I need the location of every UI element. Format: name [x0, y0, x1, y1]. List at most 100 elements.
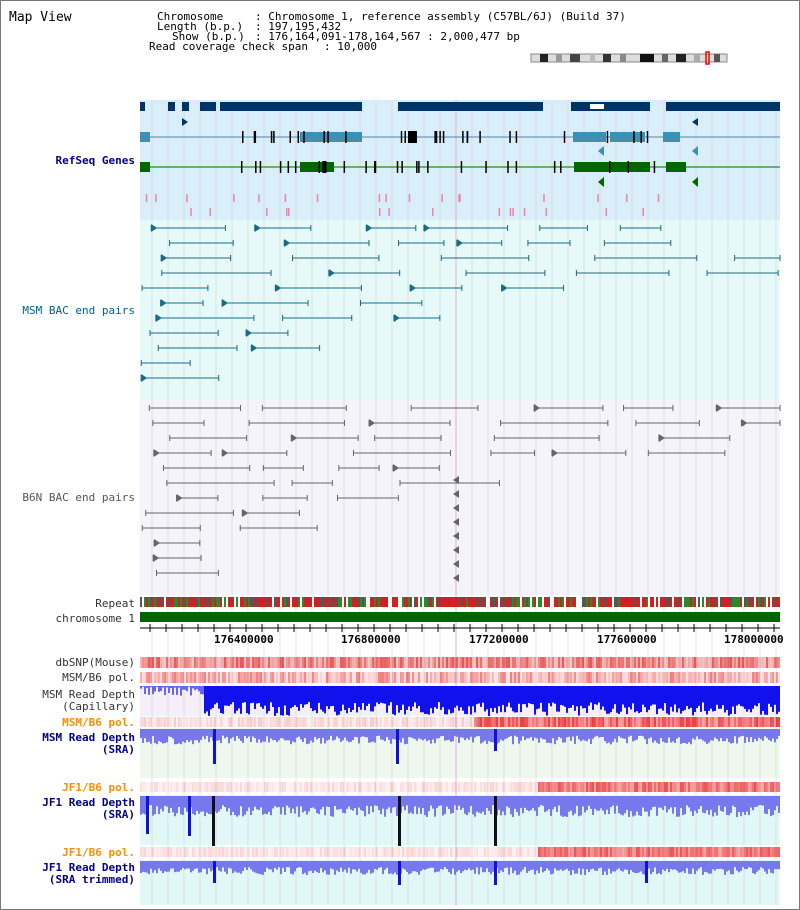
jf1-sra-depth-bar [168, 796, 170, 814]
msm-pol-cell [656, 672, 658, 683]
repeat-segment [612, 597, 614, 607]
jf1-trim-depth-bar [564, 861, 566, 870]
jf1-sra-depth-bar [464, 796, 466, 814]
repeat-segment [758, 597, 760, 607]
msm-sra-depth-bar [320, 729, 322, 744]
jf1-pol2-cell [590, 847, 592, 857]
jf1-trim-depth-bar [698, 861, 700, 869]
dbsnp-cell [316, 657, 318, 668]
track-label-msm-depth-cap[interactable]: MSM Read Depth [42, 688, 135, 701]
msm-cap-depth-bar [762, 686, 764, 711]
track-label-jf1-depth-sra[interactable]: JF1 Read Depth [42, 796, 135, 809]
msm-pol-cell [228, 672, 230, 683]
msm-pol2-cell [674, 717, 676, 727]
jf1-trim-depth-bar [526, 861, 528, 873]
jf1-sra-depth-bar [422, 796, 424, 808]
msm-cap-depth-bar [414, 686, 416, 703]
jf1-pol2-cell [300, 847, 302, 857]
track-label-repeat[interactable]: Repeat [95, 597, 135, 610]
repeat-segment [228, 597, 230, 607]
repeat-segment [326, 597, 328, 607]
pink-marker [432, 208, 434, 216]
track-label-msm-pol-2[interactable]: MSM/B6 pol. [62, 716, 135, 729]
repeat-segment [522, 597, 524, 607]
track-label-jf1-pol-2[interactable]: JF1/B6 pol. [62, 846, 135, 859]
jf1-trim-depth-bar [612, 861, 614, 872]
msm-pol2-cell [278, 717, 280, 727]
jf1-trim-depth-bar [766, 861, 768, 874]
msm-cap-depth-bar [264, 686, 266, 706]
track-label-dbsnp[interactable]: dbSNP(Mouse) [55, 656, 135, 669]
dbsnp-cell [164, 657, 166, 668]
track-label-msm-pol-1[interactable]: MSM/B6 pol. [62, 671, 135, 684]
repeat-segment [264, 597, 266, 607]
repeat-segment [392, 597, 394, 607]
msm-pol2-cell [146, 717, 148, 727]
msm-cap-depth-bar [534, 686, 536, 715]
jf1-pol2-cell [490, 847, 492, 857]
jf1-pol2-cell [352, 847, 354, 857]
msm-sra-depth-bar [582, 729, 584, 740]
msm-cap-depth-bar [674, 686, 676, 705]
repeat-segment [518, 597, 520, 607]
msm-pol-cell [480, 672, 482, 683]
track-label-msm-bac[interactable]: MSM BAC end pairs [22, 304, 135, 317]
jf1-pol-cell [728, 782, 730, 792]
jf1-trim-depth-bar [652, 861, 654, 873]
exon-tick [322, 161, 324, 173]
msm-pol-cell [430, 672, 432, 683]
jf1-pol-cell [778, 782, 780, 792]
jf1-sra-depth-bar [640, 796, 642, 817]
jf1-pol-cell [290, 782, 292, 792]
jf1-trim-depth-bar [224, 861, 226, 872]
msm-sra-depth-bar [634, 729, 636, 741]
jf1-trim-depth-bar [436, 861, 438, 872]
jf1-sra-depth-bar [208, 796, 210, 814]
pink-marker [523, 208, 526, 216]
jf1-sra-depth-bar [432, 796, 434, 809]
msm-cap-depth-bar [276, 686, 278, 714]
jf1-sra-depth-bar [338, 796, 340, 810]
jf1-pol-cell [298, 782, 300, 792]
b6n-bac-arrow [291, 434, 298, 442]
repeat-segment [694, 597, 696, 607]
msm-pol2-cell [452, 717, 454, 727]
jf1-trim-depth-bar [680, 861, 682, 873]
track-label-b6n-bac[interactable]: B6N BAC end pairs [22, 491, 135, 504]
repeat-segment [764, 597, 766, 607]
repeat-segment [622, 597, 624, 607]
msm-pol-cell [486, 672, 488, 683]
pink-marker [657, 194, 660, 202]
msm-pol2-cell [316, 717, 318, 727]
msm-pol2-cell [538, 717, 540, 727]
track-label-jf1-pol-1[interactable]: JF1/B6 pol. [62, 781, 135, 794]
track-label-refseq[interactable]: RefSeq Genes [55, 154, 135, 167]
jf1-trim-depth-bar [454, 861, 456, 875]
msm-pol-cell [422, 672, 424, 683]
jf1-pol-cell [468, 782, 470, 792]
repeat-segment [528, 597, 530, 607]
msm-pol-cell [346, 672, 348, 683]
dbsnp-cell [324, 657, 326, 668]
msm-cap-depth-bar [598, 686, 600, 703]
msm-sra-depth-bar [406, 729, 408, 744]
msm-cap-depth-bar [764, 686, 766, 715]
axis-tick-label: 177200000 [469, 633, 529, 646]
jf1-pol2-cell [744, 847, 746, 857]
jf1-pol2-cell [696, 847, 698, 857]
msm-cap-depth-bar [362, 686, 364, 704]
msm-pol2-cell [706, 717, 708, 727]
repeat-segment [224, 597, 226, 607]
msm-pol-cell [778, 672, 780, 683]
jf1-trim-depth-bar [146, 861, 148, 873]
dbsnp-cell [606, 657, 608, 668]
track-label-jf1-depth-trim[interactable]: JF1 Read Depth [42, 861, 135, 874]
track-label-msm-depth-sra[interactable]: MSM Read Depth [42, 731, 135, 744]
msm-pol-cell [506, 672, 508, 683]
msm-sra-depth-bar [508, 729, 510, 737]
msm-pol-cell [750, 672, 752, 683]
msm-pol2-cell [718, 717, 720, 727]
dbsnp-cell [566, 657, 568, 668]
